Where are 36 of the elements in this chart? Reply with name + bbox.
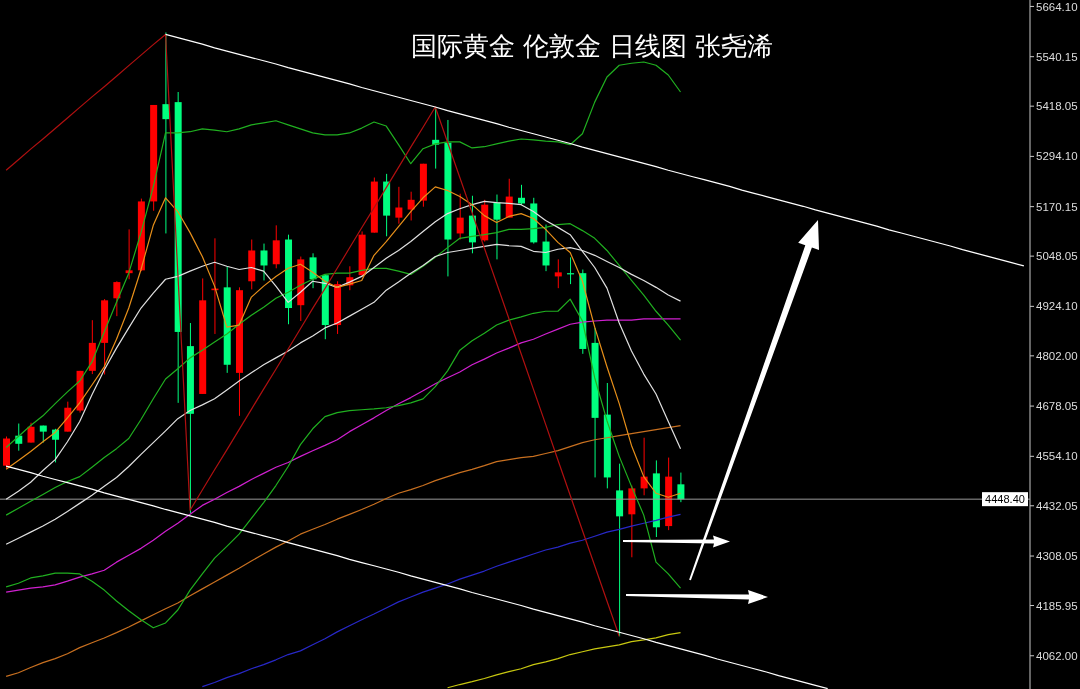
candlestick [542, 224, 550, 272]
candlestick [113, 280, 121, 317]
candlestick [64, 401, 72, 433]
candlestick [272, 224, 280, 269]
line-series [5, 424, 682, 678]
candlestick [407, 191, 415, 221]
candlestick [162, 31, 170, 234]
line-series [446, 632, 682, 689]
line-series [201, 513, 682, 688]
line-series [164, 33, 1025, 267]
ref-line-label: 4448.40 [985, 493, 1025, 506]
y-tick-label: 4308.05 [1036, 550, 1078, 563]
line-series [5, 318, 682, 593]
line-series [5, 298, 682, 629]
y-tick-label: 4802.00 [1036, 349, 1078, 362]
candlestick [554, 258, 562, 289]
y-tick-label: 5048.05 [1036, 250, 1078, 263]
y-tick-label: 5664.10 [1036, 0, 1078, 13]
text: 国际黄金 伦敦金 日线图 张尧浠 [410, 30, 774, 62]
y-tick-label: 5294.10 [1036, 150, 1078, 163]
y-tick-label: 4678.05 [1036, 400, 1078, 413]
candlestick [260, 243, 268, 281]
y-tick-label: 4924.10 [1036, 300, 1078, 313]
y-tick-label: 5418.05 [1036, 100, 1078, 113]
y-tick-label: 5540.15 [1036, 50, 1078, 63]
candlestick [395, 186, 403, 225]
candlestick [456, 193, 464, 241]
y-tick-label: 4554.10 [1036, 450, 1078, 463]
candlestick [27, 422, 35, 444]
candlestick [309, 252, 317, 289]
candlestick [677, 472, 685, 503]
y-tick-label: 5170.15 [1036, 200, 1078, 213]
y-tick-label: 4185.95 [1036, 599, 1078, 612]
candlestick [493, 194, 501, 260]
y-tick-label: 4062.00 [1036, 649, 1078, 662]
y-tick-label: 4432.05 [1036, 499, 1078, 512]
